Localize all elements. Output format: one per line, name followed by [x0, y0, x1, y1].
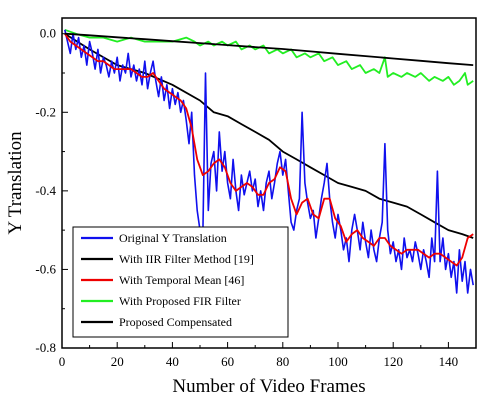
legend-label-4: With Proposed FIR Filter: [119, 294, 241, 308]
x-axis-title: Number of Video Frames: [172, 376, 365, 397]
series-line-5: [64, 32, 474, 66]
x-tick-label: 120: [383, 354, 403, 369]
y-tick-label: -0.8: [35, 340, 56, 355]
legend: Original Y Translation With IIR Filter Me…: [72, 226, 289, 338]
x-tick-label: 140: [439, 354, 459, 369]
series-layer: [64, 28, 474, 294]
y-tick-label: 0.0: [40, 26, 56, 41]
legend-label-3: With Temporal Mean [46]: [119, 273, 244, 287]
ticks-layer: 0 20 40 60 80 100 120 140 0.0 -0.2 -0.4 -0.6 -0.8: [35, 26, 477, 369]
series-line-1: [64, 29, 474, 294]
x-tick-label: 40: [166, 354, 179, 369]
series-line-3: [64, 33, 474, 267]
y-axis-title: Y Translation: [5, 131, 26, 235]
series-line-4: [64, 28, 474, 86]
legend-box: [72, 226, 289, 338]
legend-label-5: Proposed Compensated: [119, 315, 232, 329]
x-tick-label: 20: [111, 354, 124, 369]
x-tick-label: 60: [221, 354, 234, 369]
x-tick-label: 80: [276, 354, 289, 369]
y-tick-label: -0.4: [35, 183, 56, 198]
x-tick-label: 100: [328, 354, 348, 369]
y-tick-label: -0.2: [35, 104, 56, 119]
legend-label-1: Original Y Translation: [119, 231, 227, 245]
x-tick-label: 0: [59, 354, 66, 369]
legend-label-2: With IIR Filter Method [19]: [119, 252, 254, 266]
plot-frame: [61, 17, 477, 349]
y-tick-label: -0.6: [35, 261, 56, 276]
